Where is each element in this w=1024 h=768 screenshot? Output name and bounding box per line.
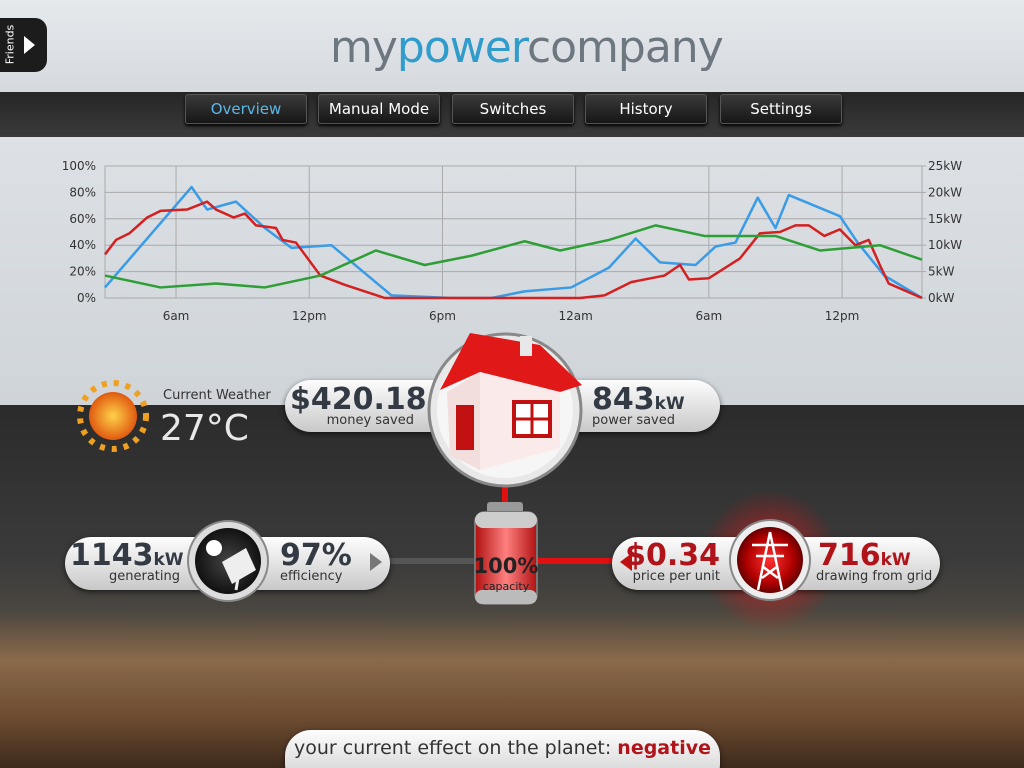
nav-tab[interactable]: Switches: [452, 94, 574, 124]
logo-part: company: [526, 22, 724, 73]
footer-pill: [285, 730, 720, 768]
friends-arrow: [24, 36, 35, 54]
battery-icon: [474, 502, 538, 605]
weather-temperature: 27°C: [160, 408, 249, 449]
y2-tick-label: 15kW: [928, 212, 962, 226]
weather-label: Current Weather: [163, 388, 271, 403]
price-label: price per unit: [632, 569, 720, 584]
y-tick-label: 0%: [77, 291, 96, 305]
nav-tab[interactable]: Settings: [720, 94, 842, 124]
generating-unit: kW: [153, 550, 184, 570]
y-tick-label: 80%: [69, 185, 96, 199]
y2-tick-label: 20kW: [928, 185, 962, 199]
x-tick-label: 12am: [559, 309, 593, 323]
power-saved: 843kW: [592, 384, 685, 420]
series-line: [104, 185, 923, 300]
expand-arrow[interactable]: [370, 553, 382, 571]
generating-value: 1143: [70, 538, 154, 573]
power-saved-label: power saved: [592, 413, 675, 428]
y-tick-label: 20%: [69, 265, 96, 279]
y2-tick-label: 0kW: [928, 291, 955, 305]
nav-tab[interactable]: History: [585, 94, 707, 124]
money-saved-label: money saved: [326, 413, 414, 428]
series-line: [104, 224, 923, 289]
grid-power-unit: kW: [880, 550, 911, 570]
nav-tab[interactable]: Overview: [185, 94, 307, 124]
y-tick-label: 100%: [62, 159, 96, 173]
series-line: [104, 200, 923, 300]
efficiency-label: efficiency: [280, 569, 343, 584]
y-tick-label: 40%: [69, 238, 96, 252]
x-tick-label: 6pm: [429, 309, 456, 323]
efficiency-value: 97%: [280, 538, 352, 573]
money-saved-value: $420.18: [290, 382, 427, 417]
x-tick-label: 6am: [163, 309, 190, 323]
grid-power-label: drawing from grid: [816, 569, 933, 584]
grid-power-value: 716: [818, 538, 881, 573]
x-tick-label: 6am: [696, 309, 723, 323]
x-tick-label: 12pm: [292, 309, 327, 323]
collapse-arrow[interactable]: [620, 553, 632, 571]
footer-status: negative: [617, 737, 711, 759]
power-saved-unit: kW: [654, 394, 685, 414]
y2-tick-label: 25kW: [928, 159, 962, 173]
battery-value: 100%: [473, 554, 539, 578]
plot: 0% 20% 40% 60% 80% 100% 0kW 5kW 10kW 15kW 20kW 25kW…: [62, 159, 963, 323]
generating: 1143kW: [70, 538, 184, 576]
logo-part: my: [330, 22, 398, 73]
y-tick-label: 60%: [69, 212, 96, 226]
generating-label: generating: [109, 569, 180, 584]
sun-icon: [77, 380, 149, 452]
solar-icon[interactable]: [187, 520, 269, 602]
y2-tick-label: 5kW: [928, 265, 955, 279]
y2-tick-label: 10kW: [928, 238, 962, 252]
price-value: $0.34: [625, 538, 720, 573]
battery-label: capacity: [482, 580, 530, 593]
power-saved-value: 843: [592, 382, 655, 417]
x-tick-label: 12pm: [825, 309, 860, 323]
footer-text: your current effect on the planet: negat…: [285, 737, 720, 759]
pylon-icon[interactable]: [729, 519, 811, 601]
logo-part: power: [396, 22, 528, 73]
friends-tab[interactable]: Friends: [0, 18, 47, 72]
nav-tab[interactable]: Manual Mode: [318, 94, 440, 124]
grid-power: 716kW: [818, 540, 911, 576]
footer-message: your current effect on the planet:: [294, 737, 612, 759]
house-icon[interactable]: [427, 332, 583, 488]
logo: mypowercompany: [330, 22, 724, 73]
